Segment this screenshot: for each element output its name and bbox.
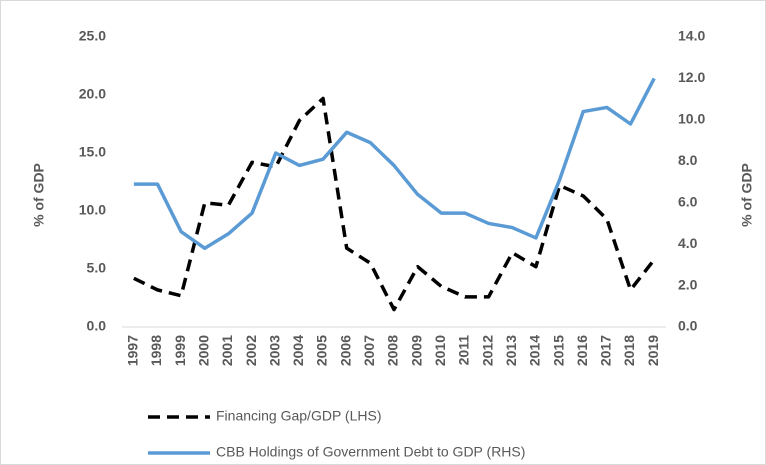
x-tick-label: 2002	[243, 335, 259, 366]
y-tick-label: 20.0	[79, 86, 106, 102]
legend-label: Financing Gap/GDP (LHS)	[216, 408, 381, 424]
x-tick-label: 2018	[621, 335, 637, 366]
x-tick-label: 2006	[337, 335, 353, 366]
y2-tick-label: 0.0	[678, 318, 698, 334]
y2-tick-label: 4.0	[678, 235, 698, 251]
x-tick-label: 2011	[456, 335, 472, 366]
series-line	[133, 77, 656, 251]
x-tick-label: 2001	[219, 335, 235, 366]
x-tick-label: 2017	[598, 335, 614, 366]
y2-axis-label: % of GDP	[739, 163, 755, 227]
x-tick-label: 2010	[432, 335, 448, 366]
y-axis-label: % of GDP	[31, 163, 47, 227]
x-tick-label: 2005	[314, 335, 330, 366]
x-tick-label: 2015	[550, 335, 566, 366]
x-tick-label: 2012	[479, 335, 495, 366]
x-tick-label: 2007	[361, 335, 377, 366]
x-tick-label: 1998	[148, 335, 164, 366]
x-tick-label: 2013	[503, 335, 519, 366]
x-tick-label: 2016	[574, 335, 590, 366]
y-tick-label: 15.0	[79, 144, 106, 160]
y2-tick-label: 12.0	[678, 69, 705, 85]
x-tick-label: 2008	[385, 335, 401, 366]
y-tick-label: 0.0	[87, 318, 107, 334]
y2-tick-label: 8.0	[678, 152, 698, 168]
x-tick-label: 2009	[408, 335, 424, 366]
x-tick-label: 2019	[645, 335, 661, 366]
x-tick-label: 2014	[527, 335, 543, 366]
x-tick-label: 1999	[172, 335, 188, 366]
y-tick-label: 25.0	[79, 28, 106, 44]
series-line	[133, 96, 656, 312]
x-tick-label: 2004	[290, 335, 306, 366]
x-tick-label: 1997	[125, 335, 141, 366]
y2-tick-label: 14.0	[678, 28, 705, 44]
y-tick-label: 10.0	[79, 202, 106, 218]
x-tick-label: 2003	[266, 335, 282, 366]
legend-label: CBB Holdings of Government Debt to GDP (…	[216, 444, 525, 460]
x-tick-label: 2000	[195, 335, 211, 366]
y2-tick-label: 10.0	[678, 111, 705, 127]
y-tick-label: 5.0	[87, 260, 107, 276]
y2-tick-label: 2.0	[678, 276, 698, 292]
y2-tick-label: 6.0	[678, 193, 698, 209]
